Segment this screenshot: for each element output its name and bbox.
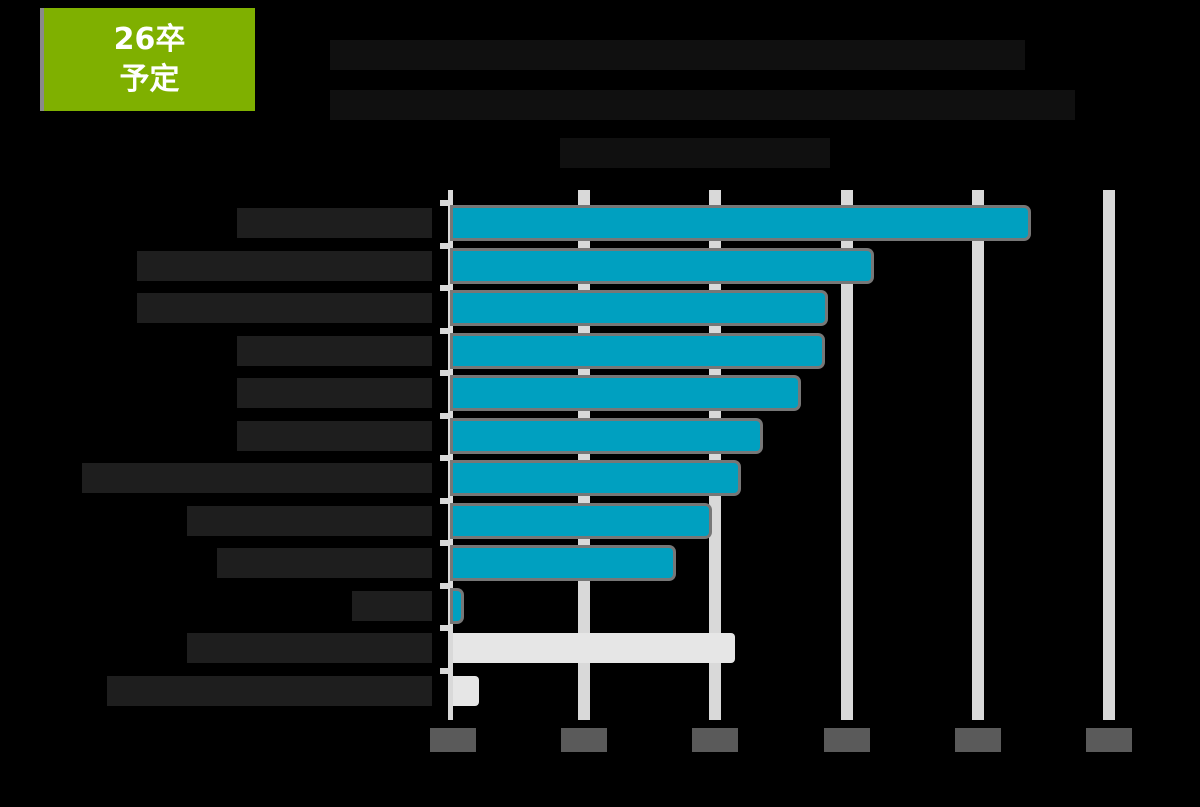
tick-mark [440,327,453,334]
tick-mark [440,667,453,674]
bar [453,548,674,578]
category-label [137,293,432,323]
tick-mark [440,540,453,546]
category-label [237,335,432,366]
tick-mark [440,625,453,631]
bar [453,463,738,493]
category-label [187,633,432,663]
category-label [217,548,432,578]
tick-mark [440,582,453,589]
x-tick-label: 20% [561,728,608,752]
category-label [82,463,432,493]
bar [453,505,710,536]
category-label [352,590,432,621]
x-tick-label: 40% [692,728,739,752]
category-label [187,505,432,536]
bar [453,293,825,323]
x-tick-label: 0% [430,728,476,752]
gridline [1103,190,1115,720]
category-label [237,420,432,451]
title-line-1 [330,40,1025,70]
gridline [971,190,984,720]
badge-line-1: 26卒 [113,21,186,57]
tick-mark [440,412,453,419]
bar [453,208,1028,238]
x-tick-label: 60% [823,728,870,752]
bar [453,335,823,366]
title-line-3 [560,138,830,168]
x-tick-label: 100% [1086,728,1132,752]
tick-mark [440,497,453,504]
bar [453,250,871,281]
tick-mark [440,370,453,376]
x-tick-label: 80% [954,728,1001,752]
category-label [107,675,432,706]
bar [453,590,461,621]
tick-mark [440,242,453,249]
graduation-year-badge: 26卒 予定 [40,8,255,111]
bar [453,378,799,408]
category-label [137,250,432,281]
gridline [840,190,853,720]
bar [453,675,480,706]
category-label [237,378,432,408]
category-label [237,208,432,238]
bar [453,633,736,663]
tick-mark [440,200,453,206]
tick-mark [440,285,453,291]
tick-mark [440,455,453,461]
bar [453,420,760,451]
badge-line-2: 予定 [119,61,180,97]
title-line-2 [330,90,1075,120]
